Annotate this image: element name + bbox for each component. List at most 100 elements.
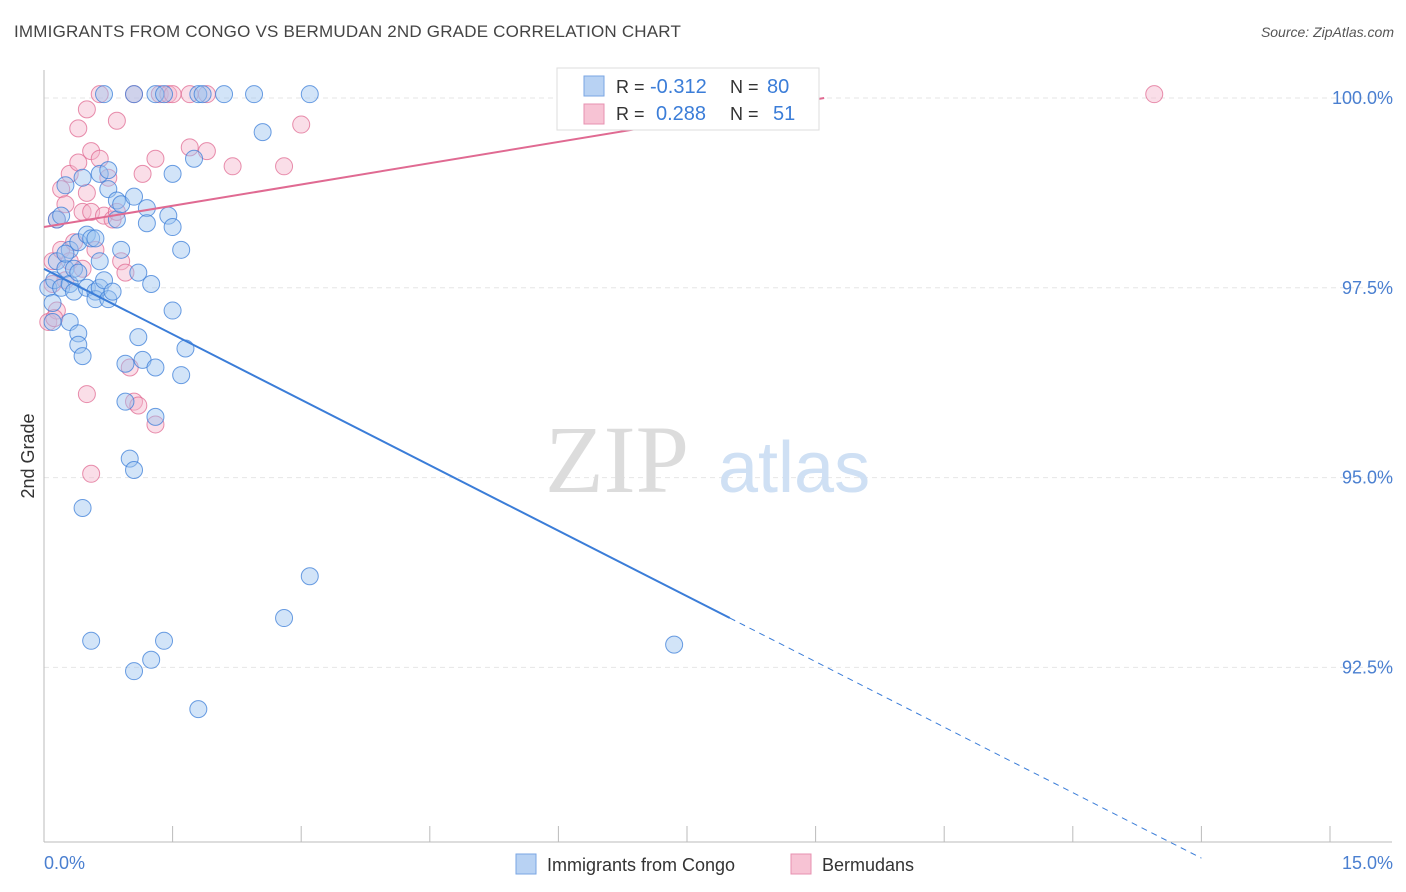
watermark-atlas: atlas bbox=[718, 428, 870, 508]
congo-point bbox=[90, 252, 109, 271]
bermudans-point bbox=[146, 415, 165, 434]
y-tick-label: 95.0% bbox=[1342, 468, 1393, 488]
congo-point bbox=[137, 214, 156, 233]
bermudans-point bbox=[146, 149, 165, 168]
congo-point bbox=[82, 631, 101, 650]
congo-point bbox=[300, 85, 319, 104]
legend-swatch-bermudans bbox=[790, 853, 812, 875]
legend-label-bermudans: Bermudans bbox=[822, 855, 914, 875]
bermudans-point bbox=[107, 111, 126, 130]
congo-point bbox=[275, 609, 294, 628]
congo-point bbox=[146, 407, 165, 426]
congo-point bbox=[215, 85, 234, 104]
congo-point bbox=[125, 460, 144, 479]
congo-point bbox=[189, 85, 208, 104]
congo-point bbox=[142, 650, 161, 669]
x-tick-label-max: 15.0% bbox=[1342, 853, 1393, 873]
bermudans-point bbox=[133, 164, 152, 183]
congo-point bbox=[245, 85, 264, 104]
stats-r-label-bermudans: R = bbox=[616, 104, 645, 124]
bermudans-point bbox=[56, 195, 75, 214]
congo-point bbox=[56, 244, 75, 263]
congo-point bbox=[665, 635, 684, 654]
stats-r-value-bermudans: 0.288 bbox=[656, 103, 706, 125]
bermudans-point bbox=[77, 385, 96, 404]
congo-point bbox=[125, 662, 144, 681]
congo-point bbox=[39, 278, 58, 297]
y-tick-label: 100.0% bbox=[1332, 88, 1393, 108]
x-tick-label-min: 0.0% bbox=[44, 853, 85, 873]
congo-point bbox=[69, 335, 88, 354]
bermudans-point bbox=[82, 464, 101, 483]
congo-point bbox=[189, 700, 208, 719]
bermudans-point bbox=[77, 100, 96, 119]
congo-point bbox=[129, 263, 148, 282]
congo-trend-line bbox=[43, 267, 731, 619]
legend-label-congo: Immigrants from Congo bbox=[547, 855, 735, 875]
bermudans-point bbox=[1145, 85, 1164, 104]
congo-point bbox=[73, 168, 92, 187]
congo-point bbox=[253, 123, 272, 142]
congo-point bbox=[146, 358, 165, 377]
bermudans-point bbox=[275, 157, 294, 176]
congo-point bbox=[112, 240, 131, 259]
y-tick-labels: 92.5% 95.0% 97.5% 100.0% bbox=[1332, 88, 1393, 677]
congo-point bbox=[56, 176, 75, 195]
congo-point bbox=[116, 354, 135, 373]
congo-point bbox=[300, 567, 319, 586]
congo-point bbox=[52, 206, 71, 225]
bermudans-point bbox=[180, 138, 199, 157]
congo-point bbox=[99, 161, 118, 180]
stats-n-label-bermudans: N = bbox=[730, 104, 759, 124]
congo-point bbox=[82, 229, 101, 248]
bermudans-point bbox=[159, 85, 178, 104]
bermudans-point bbox=[116, 263, 135, 282]
stats-r-label-congo: R = bbox=[616, 77, 645, 97]
congo-point bbox=[116, 392, 135, 411]
congo-point bbox=[125, 85, 144, 104]
congo-point bbox=[69, 263, 88, 282]
bermudans-point bbox=[77, 183, 96, 202]
stats-n-value-bermudans: 51 bbox=[773, 103, 795, 125]
bermudans-point bbox=[292, 115, 311, 134]
bermudans-point bbox=[90, 85, 109, 104]
source-label: Source: ZipAtlas.com bbox=[1260, 24, 1394, 40]
legend-swatch-congo bbox=[515, 853, 537, 875]
y-tick-label: 92.5% bbox=[1342, 657, 1393, 677]
congo-point bbox=[43, 312, 62, 331]
bermudans-point bbox=[69, 119, 88, 138]
stats-n-label-congo: N = bbox=[730, 77, 759, 97]
congo-points bbox=[39, 85, 684, 719]
stats-legend: R = -0.312 N = 80 R = 0.288 N = 51 bbox=[556, 67, 820, 131]
congo-point bbox=[185, 149, 204, 168]
congo-point bbox=[155, 85, 174, 104]
bermudans-point bbox=[223, 157, 242, 176]
congo-point bbox=[163, 301, 182, 320]
congo-point bbox=[155, 631, 174, 650]
x-tick-marks bbox=[172, 826, 1331, 842]
y-tick-label: 97.5% bbox=[1342, 278, 1393, 298]
congo-point bbox=[90, 164, 109, 183]
congo-point bbox=[163, 218, 182, 237]
grid-lines bbox=[44, 97, 1392, 668]
y-axis-label: 2nd Grade bbox=[18, 413, 38, 498]
congo-point bbox=[73, 498, 92, 517]
series-legend: Immigrants from Congo Bermudans bbox=[515, 853, 914, 875]
congo-point bbox=[95, 85, 114, 104]
congo-point bbox=[120, 449, 139, 468]
congo-point bbox=[163, 164, 182, 183]
congo-point bbox=[172, 240, 191, 259]
congo-point bbox=[193, 85, 212, 104]
bermudans-point bbox=[69, 153, 88, 172]
stats-swatch-bermudans bbox=[583, 103, 605, 125]
congo-point bbox=[176, 339, 195, 358]
stats-n-value-congo: 80 bbox=[767, 76, 789, 98]
congo-point bbox=[43, 293, 62, 312]
chart-title: IMMIGRANTS FROM CONGO VS BERMUDAN 2ND GR… bbox=[14, 22, 682, 41]
stats-swatch-congo bbox=[583, 75, 605, 97]
congo-point bbox=[125, 187, 144, 206]
stats-r-value-congo: -0.312 bbox=[650, 76, 707, 98]
congo-point bbox=[142, 274, 161, 293]
congo-point bbox=[73, 347, 92, 366]
